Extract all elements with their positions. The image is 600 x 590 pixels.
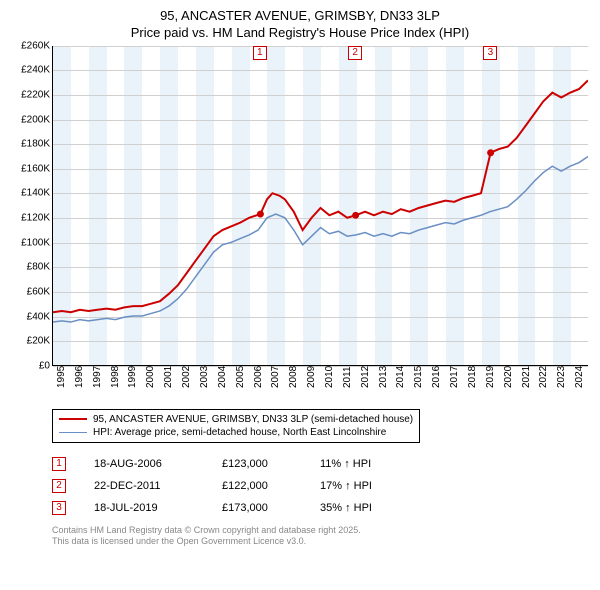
title-line2: Price paid vs. HM Land Registry's House … xyxy=(10,25,590,42)
copyright-line1: Contains HM Land Registry data © Crown c… xyxy=(52,525,590,537)
y-tick-label: £140K xyxy=(10,188,50,199)
x-tick-label: 2023 xyxy=(556,366,567,388)
copyright-line2: This data is licensed under the Open Gov… xyxy=(52,536,590,548)
transaction-price: £173,000 xyxy=(222,502,292,514)
transaction-hpi: 35% ↑ HPI xyxy=(320,502,400,514)
y-tick-label: £160K xyxy=(10,163,50,174)
series-line xyxy=(53,80,588,312)
legend-item: HPI: Average price, semi-detached house,… xyxy=(59,426,413,439)
sale-marker xyxy=(487,149,494,156)
chart-svg xyxy=(53,46,588,365)
y-tick-label: £40K xyxy=(10,311,50,322)
x-tick-label: 2000 xyxy=(145,366,156,388)
y-tick-label: £60K xyxy=(10,286,50,297)
transaction-row: 1 18-AUG-2006 £123,000 11% ↑ HPI xyxy=(52,453,590,475)
x-tick-label: 2022 xyxy=(538,366,549,388)
title-block: 95, ANCASTER AVENUE, GRIMSBY, DN33 3LP P… xyxy=(10,8,590,42)
y-tick-label: £180K xyxy=(10,139,50,150)
x-tick-label: 2024 xyxy=(574,366,585,388)
transaction-date: 18-JUL-2019 xyxy=(94,502,194,514)
transaction-index: 3 xyxy=(52,501,66,515)
x-tick-label: 2007 xyxy=(270,366,281,388)
x-tick-label: 2005 xyxy=(235,366,246,388)
x-tick-label: 2006 xyxy=(253,366,264,388)
y-tick-label: £200K xyxy=(10,114,50,125)
x-tick-label: 2001 xyxy=(163,366,174,388)
legend-swatch xyxy=(59,418,87,420)
callout-box: 2 xyxy=(348,46,362,60)
x-tick-label: 2002 xyxy=(181,366,192,388)
x-tick-label: 1999 xyxy=(127,366,138,388)
transaction-index: 1 xyxy=(52,457,66,471)
x-tick-label: 1995 xyxy=(56,366,67,388)
transaction-date: 22-DEC-2011 xyxy=(94,480,194,492)
x-tick-label: 2003 xyxy=(199,366,210,388)
x-tick-label: 2004 xyxy=(217,366,228,388)
callout-box: 1 xyxy=(253,46,267,60)
legend-box: 95, ANCASTER AVENUE, GRIMSBY, DN33 3LP (… xyxy=(52,409,420,443)
x-tick-label: 1996 xyxy=(74,366,85,388)
y-tick-label: £220K xyxy=(10,90,50,101)
x-tick-label: 2017 xyxy=(449,366,460,388)
y-tick-label: £0 xyxy=(10,360,50,371)
legend-item: 95, ANCASTER AVENUE, GRIMSBY, DN33 3LP (… xyxy=(59,413,413,426)
transaction-hpi: 11% ↑ HPI xyxy=(320,458,400,470)
legend-label: HPI: Average price, semi-detached house,… xyxy=(93,427,386,438)
copyright-block: Contains HM Land Registry data © Crown c… xyxy=(52,525,590,548)
plot-region xyxy=(52,46,588,366)
y-tick-label: £240K xyxy=(10,65,50,76)
x-tick-label: 2011 xyxy=(342,366,353,388)
y-tick-label: £100K xyxy=(10,237,50,248)
x-tick-label: 2013 xyxy=(378,366,389,388)
x-tick-label: 2020 xyxy=(503,366,514,388)
x-tick-label: 1998 xyxy=(110,366,121,388)
x-tick-label: 2014 xyxy=(395,366,406,388)
y-tick-label: £120K xyxy=(10,213,50,224)
transaction-date: 18-AUG-2006 xyxy=(94,458,194,470)
transaction-row: 3 18-JUL-2019 £173,000 35% ↑ HPI xyxy=(52,497,590,519)
x-tick-label: 2021 xyxy=(521,366,532,388)
transaction-price: £122,000 xyxy=(222,480,292,492)
sale-marker xyxy=(352,212,359,219)
series-line xyxy=(53,156,588,322)
callout-box: 3 xyxy=(483,46,497,60)
x-tick-label: 2016 xyxy=(431,366,442,388)
y-tick-label: £80K xyxy=(10,262,50,273)
legend-label: 95, ANCASTER AVENUE, GRIMSBY, DN33 3LP (… xyxy=(93,414,413,425)
transactions-table: 1 18-AUG-2006 £123,000 11% ↑ HPI 2 22-DEC-201… xyxy=(52,453,590,519)
legend-swatch xyxy=(59,432,87,434)
transaction-price: £123,000 xyxy=(222,458,292,470)
y-tick-label: £260K xyxy=(10,40,50,51)
x-tick-label: 1997 xyxy=(92,366,103,388)
x-tick-label: 2015 xyxy=(413,366,424,388)
transaction-hpi: 17% ↑ HPI xyxy=(320,480,400,492)
chart-container: 95, ANCASTER AVENUE, GRIMSBY, DN33 3LP P… xyxy=(0,0,600,590)
y-tick-label: £20K xyxy=(10,336,50,347)
x-tick-label: 2012 xyxy=(360,366,371,388)
chart-area: £0 £20K £40K £60K £80K £100K £120K £140K £160K £1… xyxy=(10,46,590,401)
x-tick-label: 2018 xyxy=(467,366,478,388)
x-tick-label: 2010 xyxy=(324,366,335,388)
title-line1: 95, ANCASTER AVENUE, GRIMSBY, DN33 3LP xyxy=(10,8,590,25)
transaction-index: 2 xyxy=(52,479,66,493)
x-tick-label: 2019 xyxy=(485,366,496,388)
x-tick-label: 2009 xyxy=(306,366,317,388)
sale-marker xyxy=(257,210,264,217)
x-tick-label: 2008 xyxy=(288,366,299,388)
transaction-row: 2 22-DEC-2011 £122,000 17% ↑ HPI xyxy=(52,475,590,497)
